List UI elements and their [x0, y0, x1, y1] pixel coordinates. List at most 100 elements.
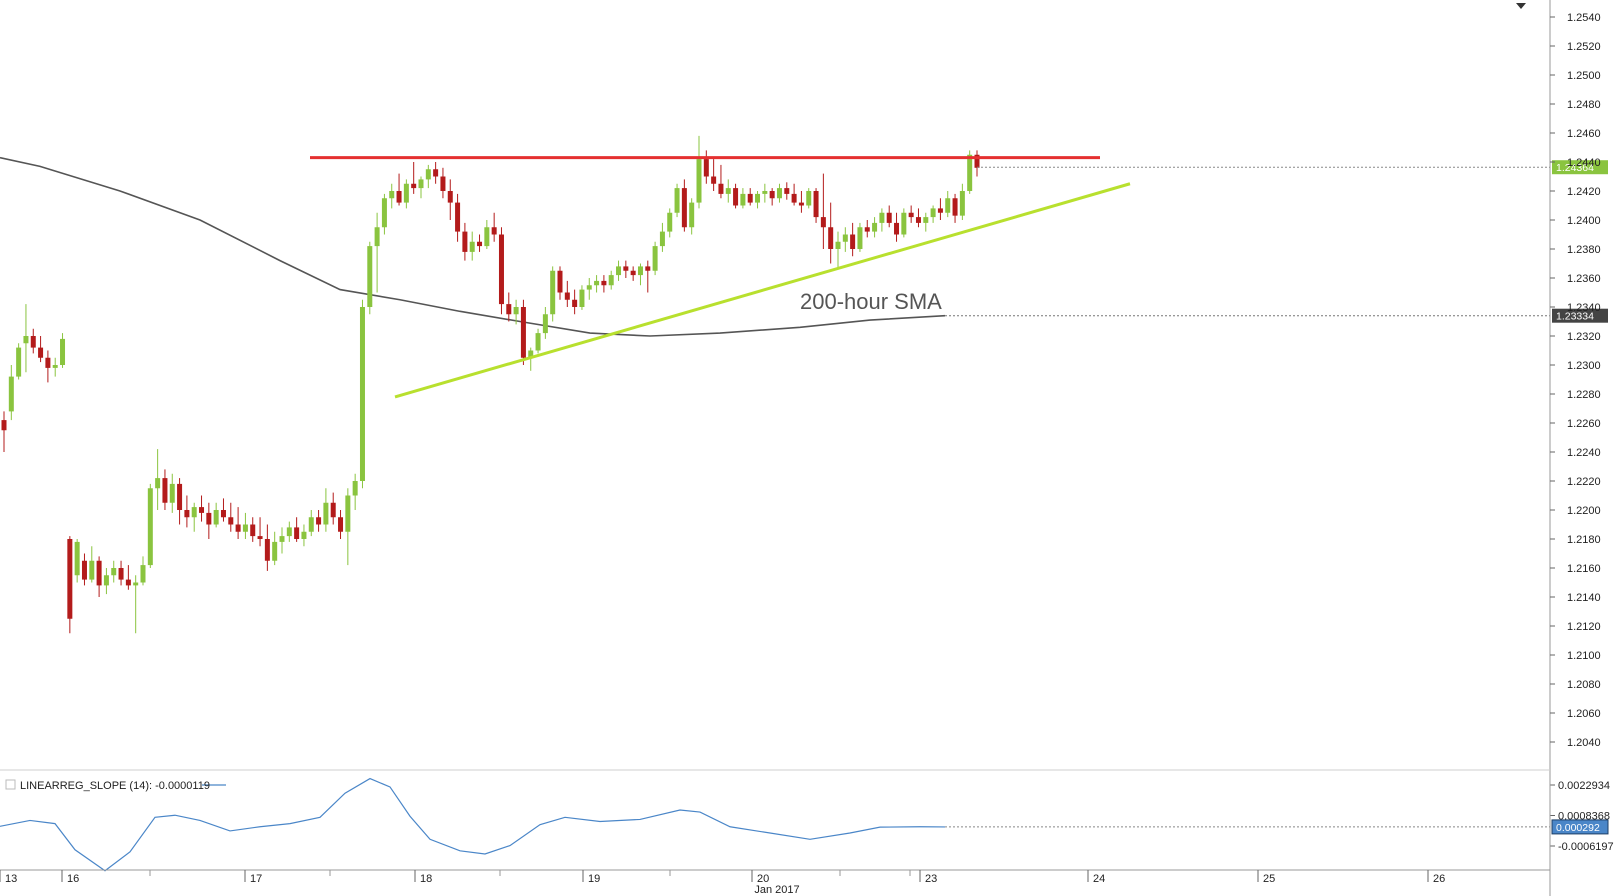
candle-body: [608, 275, 614, 286]
candle-body: [550, 270, 556, 315]
candle-body: [630, 270, 636, 276]
x-tick-label: 17: [250, 873, 262, 885]
candle-body: [645, 266, 651, 271]
y-tick-label: 1.2340: [1567, 302, 1601, 314]
candle-body: [345, 495, 351, 532]
x-tick-label: 26: [1433, 873, 1445, 885]
indicator-tick-label: 0.0022934: [1558, 780, 1610, 792]
candle-body: [872, 222, 878, 232]
candle-body: [930, 208, 936, 218]
candle-body: [118, 568, 124, 580]
candle-body: [945, 198, 951, 213]
candle-body: [338, 517, 344, 532]
candle-body: [403, 183, 409, 203]
candle-body: [23, 336, 29, 344]
candle-body: [396, 191, 402, 203]
y-tick-label: 1.2040: [1567, 737, 1601, 749]
y-tick-label: 1.2320: [1567, 331, 1601, 343]
candle-body: [915, 217, 921, 223]
candle-body: [418, 179, 424, 189]
dropdown-marker-icon: [1516, 3, 1526, 9]
candle-body: [133, 582, 139, 586]
candle-body: [828, 227, 834, 249]
candle-body: [462, 231, 468, 252]
candle-body: [235, 524, 241, 532]
candle-body: [199, 507, 205, 513]
candle-body: [901, 212, 907, 235]
candle-body: [103, 575, 109, 586]
y-tick-label: 1.2440: [1567, 157, 1601, 169]
candle-body: [652, 246, 658, 271]
indicator-line: [0, 777, 946, 872]
candle-layer: [1, 135, 980, 634]
x-tick-label: 20: [757, 873, 769, 885]
candle-body: [359, 307, 365, 481]
x-tick-label: 25: [1263, 873, 1275, 885]
candle-body: [206, 512, 212, 525]
candle-body: [740, 193, 746, 206]
candle-body: [535, 333, 541, 351]
candle-body: [879, 212, 885, 223]
candle-body: [140, 565, 146, 583]
candle-body: [411, 183, 417, 189]
candle-body: [733, 188, 739, 206]
candle-body: [681, 188, 687, 228]
candle-body: [498, 234, 504, 305]
candle-body: [769, 191, 775, 199]
y-tick-label: 1.2060: [1567, 708, 1601, 720]
candle-body: [659, 231, 665, 247]
candle-body: [835, 241, 841, 249]
candle-body: [323, 502, 329, 525]
y-tick-label: 1.2240: [1567, 447, 1601, 459]
candle-body: [886, 212, 892, 223]
candle-body: [813, 191, 819, 218]
sma-layer: 1.23334: [0, 156, 1608, 337]
x-period-label: Jan 2017: [754, 884, 799, 896]
candle-body: [491, 227, 497, 235]
sma-annotation: 200-hour SMA: [800, 289, 942, 314]
candle-body: [45, 357, 51, 368]
y-tick-label: 1.2300: [1567, 360, 1601, 372]
x-tick-label: 24: [1093, 873, 1105, 885]
candle-body: [820, 217, 826, 228]
candle-body: [477, 241, 483, 247]
candle-body: [637, 266, 643, 276]
indicator-tick-label: -0.0006197: [1558, 841, 1614, 853]
candle-body: [557, 270, 563, 293]
candle-body: [506, 304, 512, 315]
y-tick-label: 1.2380: [1567, 244, 1601, 256]
candle-body: [447, 191, 453, 203]
candle-body: [96, 560, 102, 586]
indicator-value-tag: [1551, 819, 1609, 835]
candle-body: [191, 507, 197, 518]
candle-body: [703, 159, 709, 177]
candle-body: [755, 193, 761, 203]
candle-body: [272, 541, 278, 561]
candle-body: [564, 292, 570, 300]
candle-body: [67, 539, 73, 619]
candle-body: [1, 420, 7, 431]
candle-body: [974, 154, 980, 168]
candle-body: [30, 336, 36, 348]
candle-body: [842, 234, 848, 242]
candle-body: [184, 510, 190, 518]
y-tick-label: 1.2280: [1567, 389, 1601, 401]
candle-body: [381, 198, 387, 228]
candle-body: [747, 193, 753, 203]
candle-body: [952, 198, 958, 216]
candle-body: [330, 502, 336, 518]
y-tick-label: 1.2480: [1567, 99, 1601, 111]
candle-body: [579, 289, 585, 307]
candle-body: [89, 560, 95, 580]
candle-body: [528, 350, 534, 358]
x-tick-label: 16: [67, 873, 79, 885]
candle-body: [220, 510, 226, 518]
candle-body: [513, 307, 519, 315]
candle-body: [38, 347, 44, 358]
y-tick-label: 1.2500: [1567, 70, 1601, 82]
sma-200-line: [0, 156, 946, 337]
y-tick-label: 1.2540: [1567, 12, 1601, 24]
y-tick-label: 1.2260: [1567, 418, 1601, 430]
